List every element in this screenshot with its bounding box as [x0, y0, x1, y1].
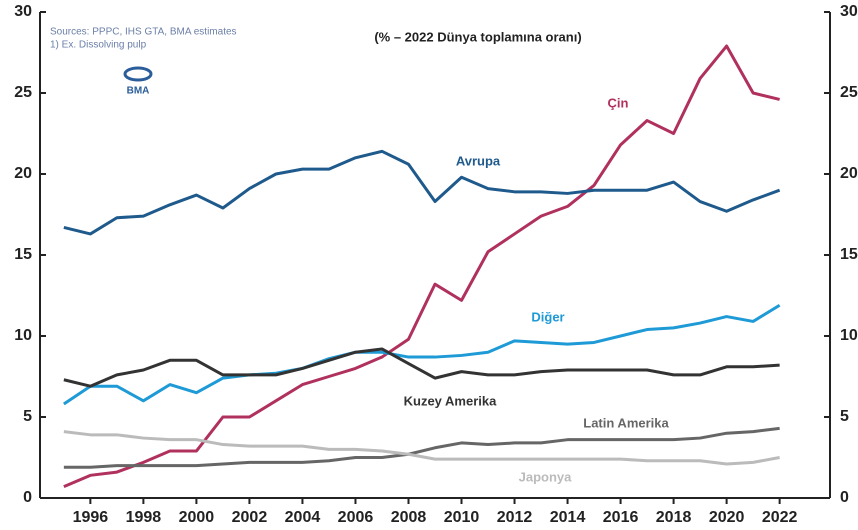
- x-tick-label: 2006: [338, 509, 374, 526]
- series-line: [63, 149, 781, 236]
- series-label: Çin: [608, 95, 629, 110]
- x-tick-label: 1996: [73, 509, 109, 526]
- series-label: Kuzey Amerika: [404, 393, 497, 408]
- x-tick-label: 2014: [550, 509, 586, 526]
- y-tick-label: 20: [14, 165, 32, 182]
- x-tick-label: 2000: [179, 509, 215, 526]
- logo: BMA: [127, 86, 150, 97]
- x-tick-label: 2012: [497, 509, 533, 526]
- y2-tick-label: 10: [840, 327, 858, 344]
- series-line: [63, 347, 780, 388]
- y2-tick-label: 25: [840, 84, 858, 101]
- x-tick-label: 2008: [391, 509, 427, 526]
- series-label: Japonya: [519, 469, 573, 484]
- y-tick-label: 5: [23, 408, 32, 425]
- y2-tick-label: 30: [840, 3, 858, 20]
- series-line: [63, 303, 781, 406]
- y-tick-label: 0: [23, 489, 32, 506]
- x-tick-label: 2002: [232, 509, 268, 526]
- y-tick-label: 25: [14, 84, 32, 101]
- series-label: Diğer: [531, 309, 564, 324]
- y-tick-label: 30: [14, 3, 32, 20]
- y2-tick-label: 5: [840, 408, 849, 425]
- x-tick-label: 2010: [444, 509, 480, 526]
- x-tick-label: 2018: [656, 509, 692, 526]
- series-line: [63, 44, 780, 489]
- chart-title: (% – 2022 Dünya toplamına oranı): [374, 29, 581, 44]
- source-note: 1) Ex. Dissolving pulp: [50, 40, 147, 51]
- source: Sources: PPPC, IHS GTA, BMA estimates: [50, 27, 237, 38]
- x-tick-label: 1998: [126, 509, 162, 526]
- x-tick-label: 2022: [762, 509, 798, 526]
- y-tick-label: 15: [14, 246, 32, 263]
- series-label: Avrupa: [456, 153, 501, 168]
- y2-tick-label: 20: [840, 165, 858, 182]
- x-tick-label: 2004: [285, 509, 321, 526]
- y2-tick-label: 0: [840, 489, 849, 506]
- x-tick-label: 2016: [603, 509, 639, 526]
- series-label: Latin Amerika: [583, 415, 669, 430]
- series-line: [63, 426, 780, 469]
- logo-icon: [123, 66, 153, 82]
- y-tick-label: 10: [14, 327, 32, 344]
- series-line: [63, 430, 780, 466]
- x-tick-label: 2020: [709, 509, 745, 526]
- y2-tick-label: 15: [840, 246, 858, 263]
